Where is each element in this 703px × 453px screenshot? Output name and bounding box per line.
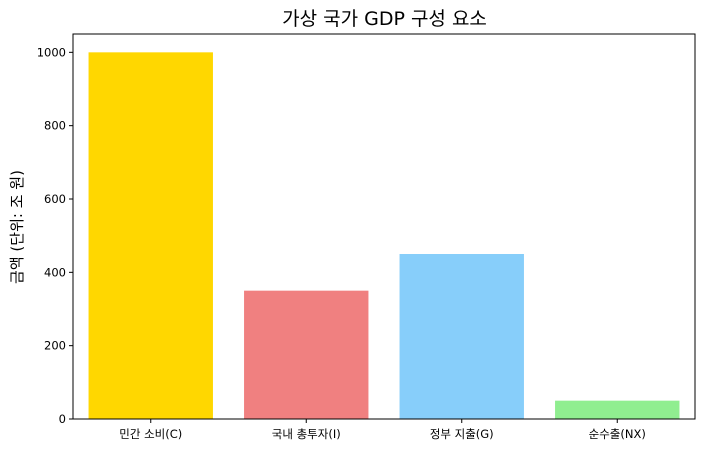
y-tick-label-3: 600 — [44, 192, 66, 206]
y-tick-label-1: 200 — [44, 339, 66, 353]
chart-title: 가상 국가 GDP 구성 요소 — [282, 8, 487, 30]
x-tick-label-1: 국내 총투자(I) — [272, 427, 341, 441]
bar-2 — [399, 254, 524, 419]
plot-area: 0 200 400 600 800 1000 민간 소비(C) 국내 총투자(I) 정부 지출(… — [37, 33, 696, 441]
bar-3 — [555, 400, 680, 419]
y-tick-label-4: 800 — [44, 119, 66, 133]
bar-0 — [88, 52, 213, 419]
x-tick-label-3: 순수출(NX) — [589, 427, 646, 441]
y-tick-label-0: 0 — [59, 412, 66, 426]
x-tick-label-0: 민간 소비(C) — [119, 427, 182, 441]
y-tick-label-5: 1000 — [37, 45, 66, 59]
y-axis-label: 금액 (단위: 조 원) — [8, 170, 26, 284]
plot-frame — [72, 33, 696, 420]
y-tick-label-2: 400 — [44, 265, 66, 279]
bar-1 — [244, 290, 369, 419]
x-tick-label-2: 정부 지출(G) — [430, 427, 494, 441]
